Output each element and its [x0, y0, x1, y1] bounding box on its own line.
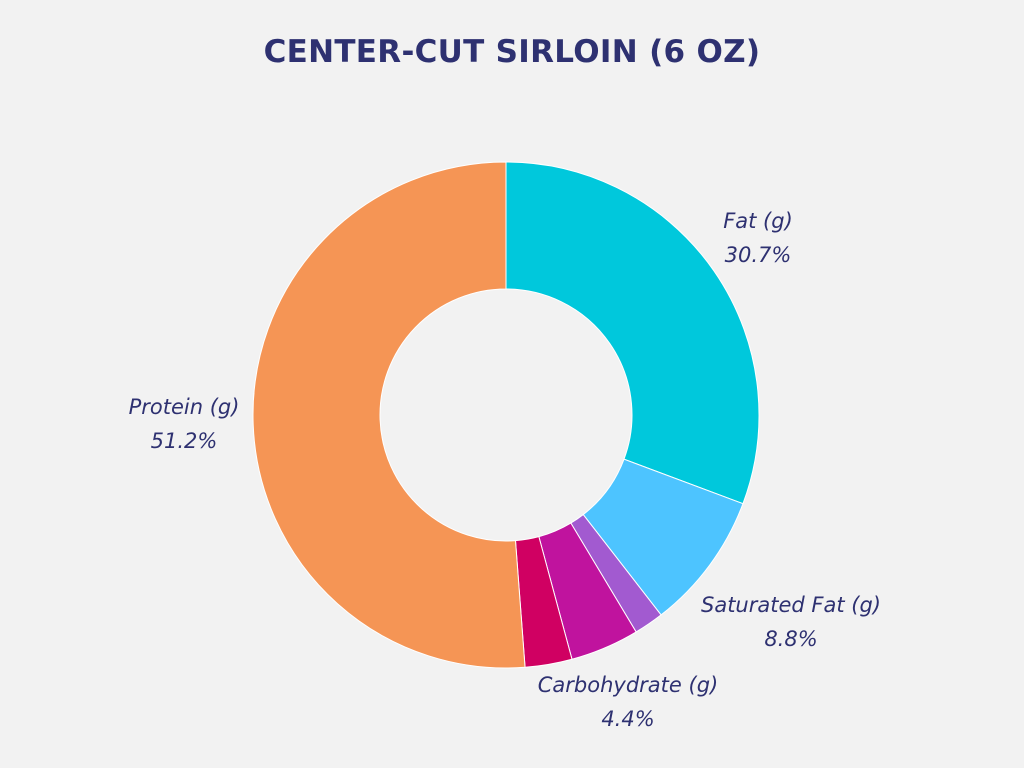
chart-title: CENTER-CUT SIRLOIN (6 OZ) — [263, 34, 761, 70]
slice-label-percent: 4.4% — [601, 707, 654, 731]
slice-label-percent: 8.8% — [764, 627, 817, 651]
slice-label-name: Carbohydrate (g) — [538, 673, 718, 697]
slice-label-percent: 30.7% — [725, 243, 792, 267]
slice-label-name: Fat (g) — [723, 209, 793, 233]
slice-fat-g — [505, 161, 760, 505]
slice-label-percent: 51.2% — [151, 429, 218, 453]
slice-label-name: Saturated Fat (g) — [701, 593, 881, 617]
slice-protein-g — [252, 161, 526, 669]
slice-label-name: Protein (g) — [129, 395, 240, 419]
